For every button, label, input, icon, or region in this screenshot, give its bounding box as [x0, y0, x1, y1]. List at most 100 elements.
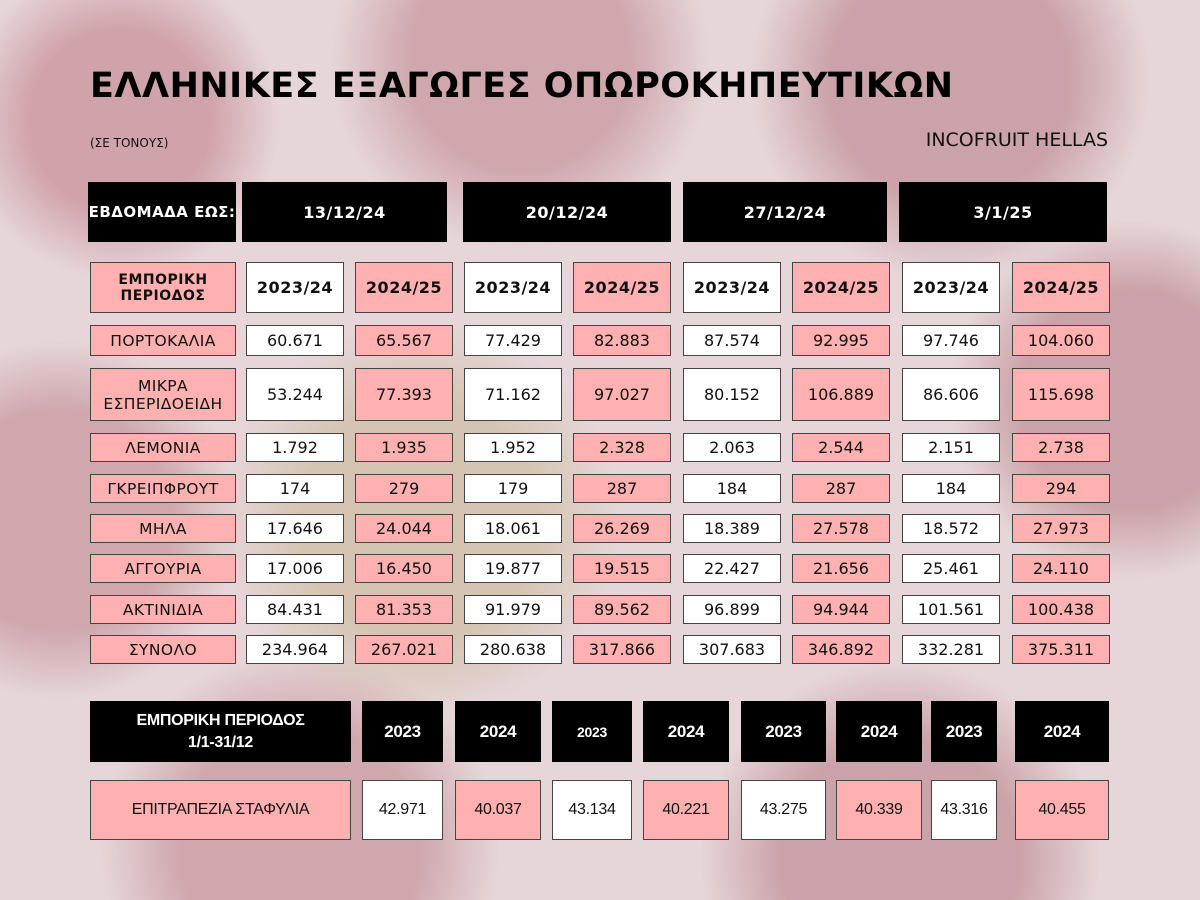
product-label: ΛΕΜΟΝΙΑ	[90, 433, 236, 462]
annual-value-cell: 43.275	[741, 780, 826, 840]
value-cell: 332.281	[902, 635, 1000, 664]
value-cell: 60.671	[246, 325, 344, 356]
value-cell: 17.006	[246, 554, 344, 583]
value-cell: 81.353	[355, 595, 453, 624]
value-cell: 65.567	[355, 325, 453, 356]
value-cell: 19.515	[573, 554, 671, 583]
value-cell: 267.021	[355, 635, 453, 664]
value-cell: 184	[683, 474, 781, 503]
value-cell: 91.979	[464, 595, 562, 624]
value-cell: 27.973	[1012, 514, 1110, 543]
period-header: 2024/25	[792, 262, 890, 313]
value-cell: 97.746	[902, 325, 1000, 356]
value-cell: 24.110	[1012, 554, 1110, 583]
value-cell: 1.952	[464, 433, 562, 462]
value-cell: 234.964	[246, 635, 344, 664]
week-header: 3/1/25	[899, 182, 1107, 242]
value-cell: 101.561	[902, 595, 1000, 624]
annual-product-label: ΕΠΙΤΡΑΠΕΖΙΑ ΣΤΑΦΥΛΙΑ	[90, 780, 351, 840]
value-cell: 1.935	[355, 433, 453, 462]
value-cell: 17.646	[246, 514, 344, 543]
year-header: 2024	[836, 701, 922, 762]
annual-value-cell: 40.221	[643, 780, 729, 840]
value-cell: 96.899	[683, 595, 781, 624]
year-header: 2023	[552, 701, 632, 762]
value-cell: 26.269	[573, 514, 671, 543]
value-cell: 53.244	[246, 368, 344, 421]
product-label: ΜΙΚΡΑ ΕΣΠΕΡΙΔΟΕΙΔΗ	[90, 368, 236, 421]
period-header: 2024/25	[573, 262, 671, 313]
value-cell: 287	[792, 474, 890, 503]
value-cell: 104.060	[1012, 325, 1110, 356]
year-header: 2023	[362, 701, 443, 762]
value-cell: 2.063	[683, 433, 781, 462]
value-cell: 1.792	[246, 433, 344, 462]
page-title: ΕΛΛΗΝΙΚΕΣ ΕΞΑΓΩΓΕΣ ΟΠΩΡΟΚΗΠΕΥΤΙΚΩΝ	[90, 66, 954, 106]
value-cell: 16.450	[355, 554, 453, 583]
year-header: 2024	[1015, 701, 1109, 762]
period-header: 2024/25	[1012, 262, 1110, 313]
value-cell: 287	[573, 474, 671, 503]
value-cell: 19.877	[464, 554, 562, 583]
value-cell: 18.572	[902, 514, 1000, 543]
value-cell: 24.044	[355, 514, 453, 543]
value-cell: 71.162	[464, 368, 562, 421]
value-cell: 82.883	[573, 325, 671, 356]
value-cell: 97.027	[573, 368, 671, 421]
annual-value-cell: 43.134	[552, 780, 632, 840]
brand-name: INCOFRUIT HELLAS	[925, 129, 1108, 151]
period-header: 2023/24	[246, 262, 344, 313]
value-cell: 174	[246, 474, 344, 503]
value-cell: 80.152	[683, 368, 781, 421]
annual-value-cell: 42.971	[362, 780, 443, 840]
period-label-header: ΕΜΠΟΡΙΚΗ ΠΕΡΙΟΔΟΣ	[90, 262, 236, 313]
value-cell: 86.606	[902, 368, 1000, 421]
period-header: 2024/25	[355, 262, 453, 313]
product-label: ΑΓΓΟΥΡΙΑ	[90, 554, 236, 583]
value-cell: 21.656	[792, 554, 890, 583]
value-cell: 115.698	[1012, 368, 1110, 421]
product-label: ΓΚΡΕΙΠΦΡΟΥΤ	[90, 474, 236, 503]
value-cell: 317.866	[573, 635, 671, 664]
value-cell: 77.393	[355, 368, 453, 421]
unit-note: (ΣΕ ΤΟΝΟΥΣ)	[90, 136, 169, 150]
year-header: 2023	[931, 701, 997, 762]
value-cell: 279	[355, 474, 453, 503]
value-cell: 18.389	[683, 514, 781, 543]
week-header: 27/12/24	[683, 182, 887, 242]
value-cell: 77.429	[464, 325, 562, 356]
week-label-header: ΕΒΔΟΜΑΔΑ ΕΩΣ:	[88, 182, 236, 242]
product-label: ΣΥΝΟΛΟ	[90, 635, 236, 664]
value-cell: 92.995	[792, 325, 890, 356]
year-header: 2023	[741, 701, 826, 762]
period-header: 2023/24	[902, 262, 1000, 313]
value-cell: 2.544	[792, 433, 890, 462]
value-cell: 18.061	[464, 514, 562, 543]
value-cell: 87.574	[683, 325, 781, 356]
week-header: 13/12/24	[242, 182, 447, 242]
year-header: 2024	[643, 701, 729, 762]
period-header: 2023/24	[683, 262, 781, 313]
annual-value-cell: 40.037	[455, 780, 541, 840]
value-cell: 27.578	[792, 514, 890, 543]
product-label: ΠΟΡΤΟΚΑΛΙΑ	[90, 325, 236, 356]
value-cell: 280.638	[464, 635, 562, 664]
value-cell: 2.328	[573, 433, 671, 462]
annual-value-cell: 40.339	[836, 780, 922, 840]
period-header: 2023/24	[464, 262, 562, 313]
value-cell: 106.889	[792, 368, 890, 421]
product-label: ΜΗΛΑ	[90, 514, 236, 543]
value-cell: 94.944	[792, 595, 890, 624]
value-cell: 89.562	[573, 595, 671, 624]
annual-period-header: ΕΜΠΟΡΙΚΗ ΠΕΡΙΟΔΟΣ 1/1-31/12	[90, 701, 351, 762]
value-cell: 179	[464, 474, 562, 503]
year-header: 2024	[455, 701, 541, 762]
value-cell: 25.461	[902, 554, 1000, 583]
value-cell: 2.738	[1012, 433, 1110, 462]
value-cell: 307.683	[683, 635, 781, 664]
value-cell: 346.892	[792, 635, 890, 664]
value-cell: 294	[1012, 474, 1110, 503]
annual-value-cell: 40.455	[1015, 780, 1109, 840]
product-label: ΑΚΤΙΝΙΔΙΑ	[90, 595, 236, 624]
value-cell: 375.311	[1012, 635, 1110, 664]
